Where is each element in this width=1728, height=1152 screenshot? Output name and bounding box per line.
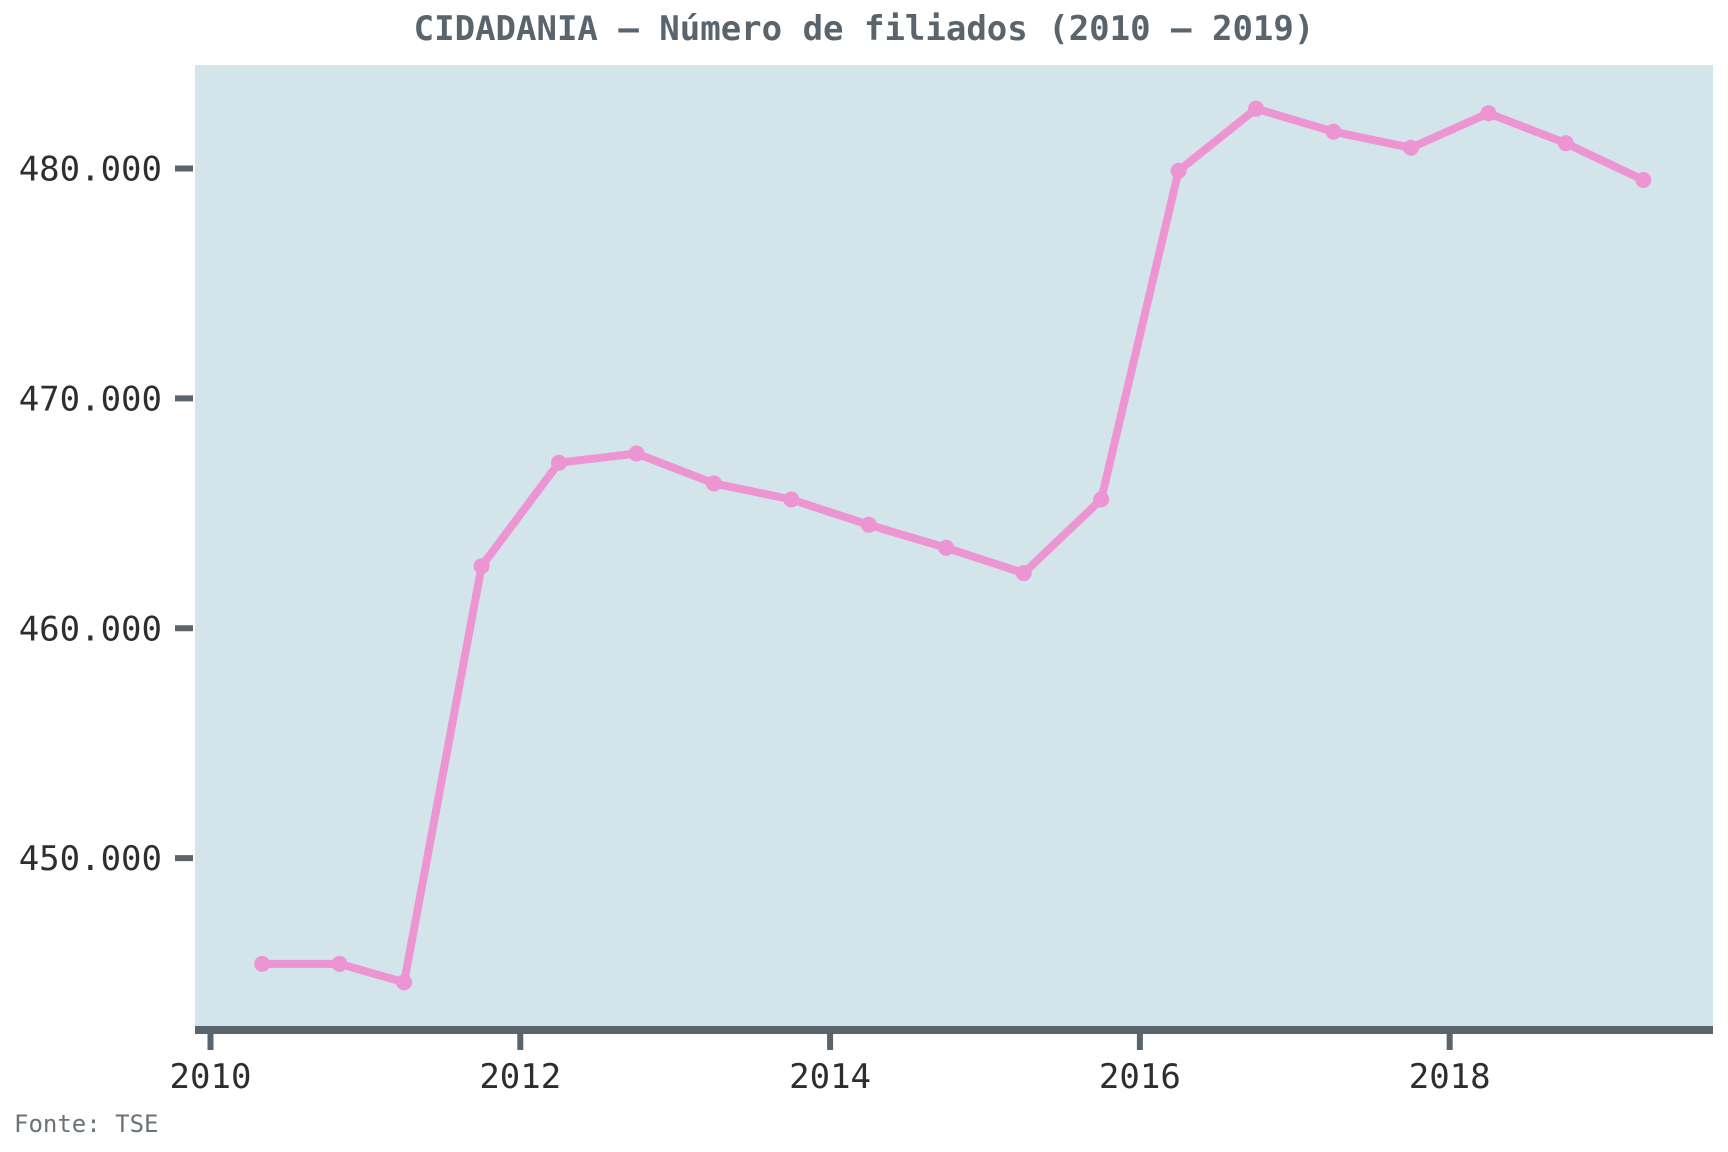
data-point <box>254 955 271 972</box>
data-point <box>860 516 877 533</box>
data-point <box>628 445 645 462</box>
y-tick-label: 450.000 <box>19 839 162 879</box>
source-note: Fonte: TSE <box>14 1110 159 1138</box>
data-point <box>1170 162 1187 179</box>
data-point <box>1480 105 1497 122</box>
x-tick-label: 2010 <box>170 1057 252 1097</box>
data-point <box>1015 565 1032 582</box>
data-series <box>254 100 1652 991</box>
data-point <box>1402 139 1419 156</box>
data-point <box>1325 123 1342 140</box>
x-tick-label: 2014 <box>789 1057 871 1097</box>
data-point <box>473 558 490 575</box>
y-tick-label: 480.000 <box>19 149 162 189</box>
y-axis: 450.000 460.000 470.000 480.000 <box>19 149 193 879</box>
y-tick-label: 470.000 <box>19 379 162 419</box>
y-tick-label: 460.000 <box>19 609 162 649</box>
chart-title: CIDADANIA – Número de filiados (2010 – 2… <box>414 9 1315 49</box>
data-point <box>551 454 568 471</box>
data-point <box>396 974 413 991</box>
data-point <box>938 539 955 556</box>
x-tick-label: 2016 <box>1099 1057 1181 1097</box>
data-point <box>705 475 722 492</box>
data-point <box>1248 100 1265 117</box>
data-point <box>331 955 348 972</box>
data-point <box>1093 491 1110 508</box>
x-tick-label: 2018 <box>1409 1057 1491 1097</box>
data-point <box>783 491 800 508</box>
x-tick-label: 2012 <box>479 1057 561 1097</box>
plot-area <box>195 65 1713 1026</box>
x-axis: 2010 2012 2014 2016 2018 <box>170 1026 1713 1097</box>
data-point <box>1635 171 1652 188</box>
data-point <box>1557 135 1574 152</box>
